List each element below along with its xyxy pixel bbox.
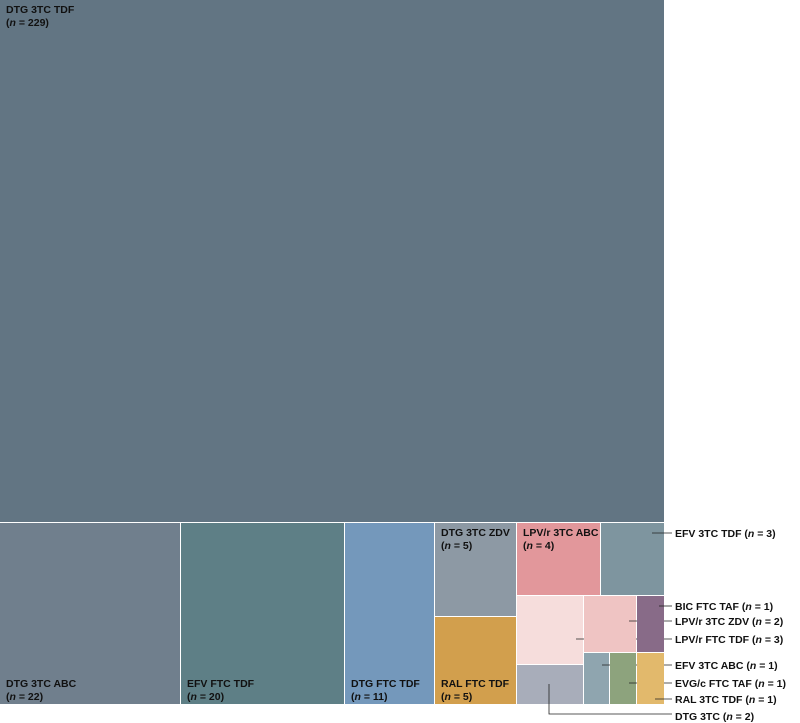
- tile-ral-ftc-tdf: [435, 617, 516, 704]
- tile-efv-3tc-abc: [584, 653, 609, 704]
- leader-dtg-3tc: [548, 684, 672, 715]
- tile-bic-ftc-taf: [637, 596, 664, 652]
- tile-lpv-r-3tc-abc: [517, 523, 600, 595]
- count-lpv-r-3tc-abc: (n = 4): [523, 540, 554, 552]
- label-dtg-ftc-tdf: DTG FTC TDF: [351, 678, 420, 690]
- tile-dtg-3tc: [517, 665, 583, 704]
- label-efv-ftc-tdf: EFV FTC TDF: [187, 678, 255, 690]
- label-dtg-3tc-abc: DTG 3TC ABC: [6, 678, 77, 690]
- callout-dtg-3tc: DTG 3TC (n = 2): [675, 711, 754, 723]
- callout-efv-3tc-abc: EFV 3TC ABC (n = 1): [675, 660, 778, 672]
- label-dtg-3tc-zdv: DTG 3TC ZDV: [441, 527, 510, 539]
- tile-lpv-r-ftc-tdf: [517, 596, 583, 664]
- label-ral-ftc-tdf: RAL FTC TDF: [441, 678, 510, 690]
- callout-evg-c-ftc-taf: EVG/c FTC TAF (n = 1): [675, 678, 786, 690]
- tile-evg-c-ftc-taf: [610, 653, 636, 704]
- tile-lpv-r-3tc-zdv: [584, 596, 636, 652]
- count-dtg-ftc-tdf: (n = 11): [351, 691, 388, 703]
- callout-ral-3tc-tdf: RAL 3TC TDF (n = 1): [675, 694, 777, 706]
- label-dtg-3tc-tdf: DTG 3TC TDF: [6, 4, 75, 16]
- tile-dtg-3tc-abc: [0, 523, 180, 704]
- tile-ral-3tc-tdf: [637, 653, 664, 704]
- count-efv-ftc-tdf: (n = 20): [187, 691, 224, 703]
- callout-lpv-r-3tc-zdv: LPV/r 3TC ZDV (n = 2): [675, 616, 783, 628]
- callout-lpv-r-ftc-tdf: LPV/r FTC TDF (n = 3): [675, 634, 783, 646]
- tile-efv-ftc-tdf: [181, 523, 344, 704]
- count-dtg-3tc-tdf: (n = 229): [6, 17, 49, 29]
- callout-bic-ftc-taf: BIC FTC TAF (n = 1): [675, 601, 773, 613]
- count-dtg-3tc-abc: (n = 22): [6, 691, 43, 703]
- count-dtg-3tc-zdv: (n = 5): [441, 540, 472, 552]
- callout-efv-3tc-tdf: EFV 3TC TDF (n = 3): [675, 528, 776, 540]
- label-lpv-r-3tc-abc: LPV/r 3TC ABC: [523, 527, 599, 539]
- tile-dtg-3tc-tdf: [0, 0, 664, 522]
- tile-dtg-3tc-zdv: [435, 523, 516, 616]
- count-ral-ftc-tdf: (n = 5): [441, 691, 472, 703]
- tile-dtg-ftc-tdf: [345, 523, 434, 704]
- tile-efv-3tc-tdf: [601, 523, 664, 595]
